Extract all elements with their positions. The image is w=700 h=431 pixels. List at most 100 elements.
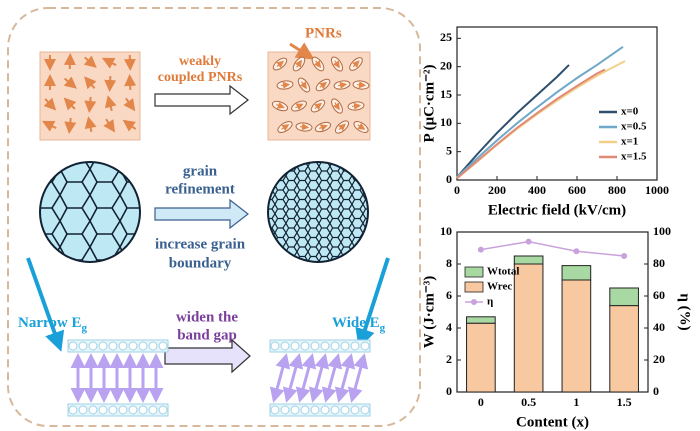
diagram-label: Wide Eg xyxy=(332,315,386,333)
polar-arrow xyxy=(122,119,137,132)
legend-swatch xyxy=(464,281,484,293)
lattice-atom xyxy=(138,405,148,415)
lattice-atom xyxy=(340,341,350,351)
x-axis-label: Electric field (kV/cm) xyxy=(488,202,626,218)
lattice-atom xyxy=(68,341,78,351)
process-arrow xyxy=(154,84,249,116)
lattice-atom xyxy=(98,405,108,415)
band-gap-arrow xyxy=(295,353,317,403)
pnr-dipole xyxy=(351,102,362,110)
y2-tick-label: 80 xyxy=(653,256,665,270)
bar-segment xyxy=(513,255,544,265)
y-tick-label: 8 xyxy=(446,256,452,270)
polar-arrow xyxy=(83,55,97,68)
legend-swatch xyxy=(471,299,477,305)
lattice-atom xyxy=(108,341,118,351)
pnr-dipole xyxy=(295,103,304,111)
x-tick-label: 0.5 xyxy=(521,395,536,409)
pnr-dipole xyxy=(276,60,285,69)
lattice-atom xyxy=(270,405,280,415)
grain-boundary xyxy=(268,162,368,262)
efficiency-point xyxy=(525,238,532,245)
pointer-arrow xyxy=(289,42,315,60)
pnr-dipole xyxy=(332,102,340,111)
bar-segment xyxy=(609,305,639,393)
pnr-dipole xyxy=(337,81,348,89)
pnr-dipole xyxy=(332,60,340,69)
polar-arrow xyxy=(84,76,97,90)
band-gap-arrow xyxy=(282,353,304,403)
series-line xyxy=(456,64,570,178)
diagram-label: band gap xyxy=(177,327,237,343)
pnr-dipole xyxy=(319,81,328,90)
pnr-dipole xyxy=(299,81,308,90)
lattice-atom xyxy=(360,405,370,415)
polar-arrow xyxy=(43,97,57,111)
lattice-atom xyxy=(360,341,370,351)
y-tick-label: 6 xyxy=(446,288,452,302)
pnr-dipole xyxy=(280,81,291,89)
lattice-atom xyxy=(330,405,340,415)
bar-segment xyxy=(561,279,592,393)
y-tick-label: 10 xyxy=(440,224,452,238)
x-tick-label: 1000 xyxy=(645,183,669,197)
polar-arrow xyxy=(104,75,117,92)
y-tick-label: 4 xyxy=(446,320,452,334)
lattice-atom xyxy=(78,405,88,415)
y2-tick-label: 60 xyxy=(653,288,665,302)
legend-label: x=0.5 xyxy=(621,121,647,133)
y-axis-label: P (μC·cm⁻²) xyxy=(421,65,437,143)
pnr-dipole xyxy=(352,60,360,68)
series-line xyxy=(456,68,606,180)
lattice-atom xyxy=(330,341,340,351)
lattice-atom xyxy=(128,405,138,415)
diagram-label: widen the xyxy=(176,309,238,325)
lattice-atom xyxy=(98,341,108,351)
polar-arrow xyxy=(41,120,57,132)
pnr-dipole xyxy=(294,59,303,68)
grain-boundary xyxy=(40,162,140,262)
polar-arrow xyxy=(104,95,117,112)
pnr-dipole xyxy=(276,101,285,109)
lattice-atom xyxy=(310,405,320,415)
lattice-atom xyxy=(320,341,330,351)
legend-label: x=1 xyxy=(621,136,638,148)
pointer-arrow xyxy=(355,257,390,349)
band-gap-arrow xyxy=(269,353,291,403)
x-tick-label: 1 xyxy=(573,395,579,409)
y-tick-label: 2 xyxy=(446,352,452,366)
series-line xyxy=(456,60,626,180)
x-tick-label: 200 xyxy=(488,183,506,197)
lattice-atom xyxy=(350,405,360,415)
diagram-label: weakly xyxy=(179,54,221,69)
lattice-atom xyxy=(148,341,158,351)
polar-arrow xyxy=(84,96,97,113)
diagram-label: boundary xyxy=(169,255,232,271)
diagram-label: coupled PNRs xyxy=(158,70,243,85)
band-gap-arrow xyxy=(321,353,343,403)
lattice-atom xyxy=(78,341,88,351)
x-tick-label: 1.5 xyxy=(617,395,632,409)
pnrs-label: PNRs xyxy=(305,25,342,41)
plot-frame xyxy=(456,231,649,393)
bar-segment xyxy=(466,316,496,324)
x-tick-label: 400 xyxy=(528,183,546,197)
lattice-atom xyxy=(280,341,290,351)
lattice-atom xyxy=(118,405,128,415)
lattice-atom xyxy=(350,341,360,351)
lattice-atom xyxy=(270,341,280,351)
lattice-atom xyxy=(138,341,148,351)
bar-segment xyxy=(609,287,639,307)
efficiency-point xyxy=(621,253,628,259)
mechanism-diagram: PNRs weakly coupled PNRs grain refinemen… xyxy=(18,25,390,417)
label-subscript: g xyxy=(81,322,87,334)
pnr-dipole xyxy=(356,81,367,89)
legend-label: Wtotal xyxy=(487,266,519,278)
lattice-atom xyxy=(320,405,330,415)
band-gap-arrow xyxy=(308,353,330,403)
polar-arrow xyxy=(64,117,77,134)
pnr-dipole xyxy=(314,102,323,111)
polar-arrow xyxy=(63,97,77,111)
lattice-atom xyxy=(68,405,78,415)
y2-tick-label: 0 xyxy=(653,384,659,398)
